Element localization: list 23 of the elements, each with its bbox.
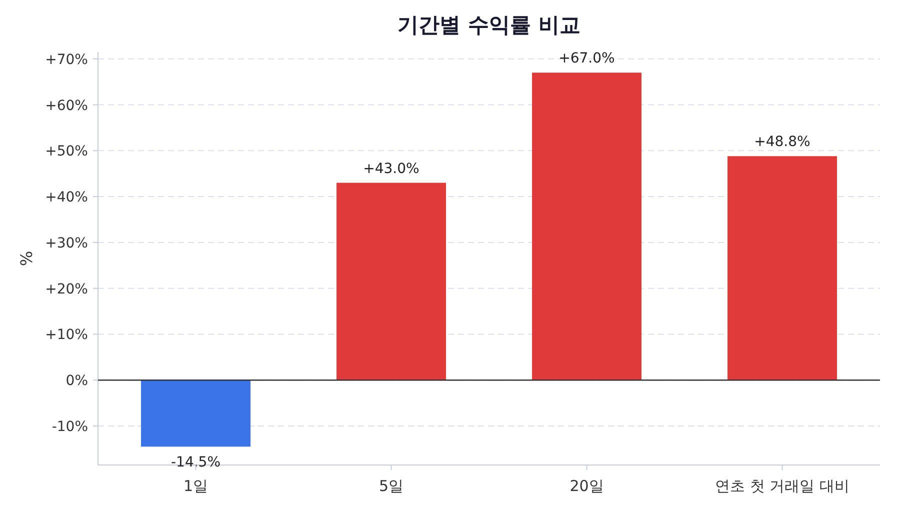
y-tick-label: +60% xyxy=(45,98,88,114)
data-label: +43.0% xyxy=(363,160,420,177)
y-tick-label: -10% xyxy=(52,418,88,435)
data-label: +67.0% xyxy=(558,50,615,67)
y-tick-label: +30% xyxy=(45,235,88,252)
data-label: -14.5% xyxy=(170,454,221,471)
bar xyxy=(532,72,642,380)
x-tick-label: 1일 xyxy=(183,477,208,495)
y-tick-label: +50% xyxy=(45,144,88,160)
data-label: +48.8% xyxy=(754,134,810,150)
bar xyxy=(728,156,837,380)
x-tick-label: 연초 첫 거래일 대비 xyxy=(715,477,850,495)
bar xyxy=(141,380,250,447)
y-tick-label: +10% xyxy=(45,327,88,344)
y-tick-label: +40% xyxy=(45,190,88,206)
chart-title: 기간별 수익률 비교 xyxy=(398,13,580,37)
x-tick-label: 20일 xyxy=(570,477,604,495)
x-tick-label: 5일 xyxy=(378,477,404,495)
y-axis-title: % xyxy=(17,250,36,266)
y-tick-label: +70% xyxy=(45,52,88,68)
y-tick-label: +20% xyxy=(45,281,88,298)
y-tick-label: 0% xyxy=(66,373,88,390)
bar xyxy=(336,182,446,380)
